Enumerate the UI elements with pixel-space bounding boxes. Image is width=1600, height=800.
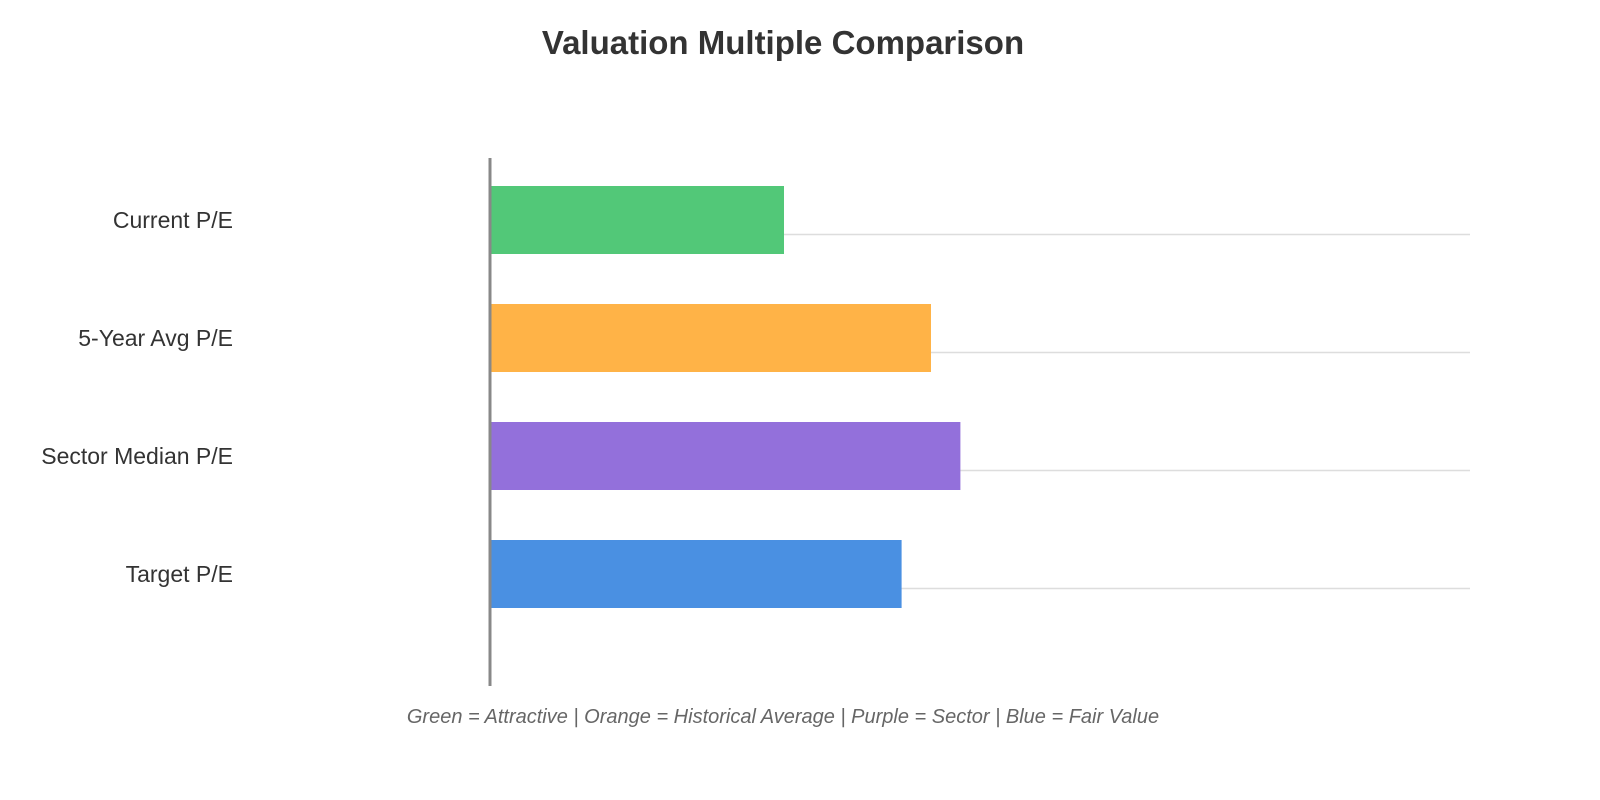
bar xyxy=(490,186,784,254)
grid-lines xyxy=(490,233,1470,590)
category-label: Current P/E xyxy=(113,207,233,233)
chart-caption: Green = Attractive | Orange = Historical… xyxy=(406,706,1160,728)
category-labels: Current P/E 5-Year Avg P/E Sector Median P… xyxy=(41,207,233,587)
chart-title: Valuation Multiple Comparison xyxy=(541,24,1025,61)
bar xyxy=(490,540,902,608)
bar xyxy=(490,304,931,372)
category-label: Target P/E xyxy=(126,561,233,587)
category-label: Sector Median P/E xyxy=(41,443,233,469)
bars xyxy=(490,186,961,608)
category-label: 5-Year Avg P/E xyxy=(78,325,233,351)
bar xyxy=(490,422,961,490)
